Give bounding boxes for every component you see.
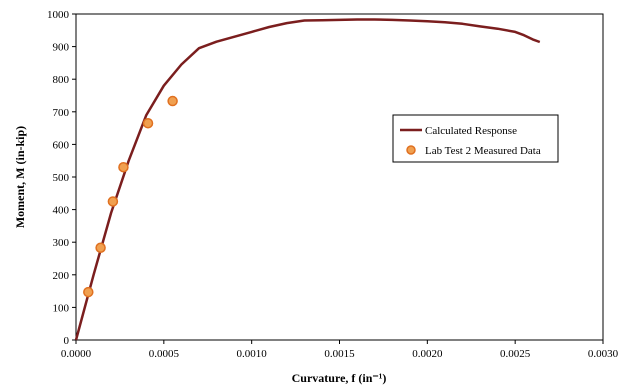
y-tick-label: 600 (53, 139, 70, 151)
x-tick-label: 0.0005 (149, 348, 180, 360)
x-tick-label: 0.0020 (412, 348, 443, 360)
series-line-calculated-response (74, 18, 541, 341)
y-tick-label: 0 (64, 335, 70, 347)
y-tick-label: 500 (53, 172, 70, 184)
y-tick-label: 400 (53, 205, 70, 217)
legend-entry-calculated: Calculated Response (425, 125, 517, 137)
y-tick-label: 800 (53, 74, 70, 86)
y-tick-label: 200 (53, 270, 70, 282)
y-tick-label: 900 (53, 42, 70, 54)
x-tick-label: 0.0030 (588, 348, 619, 360)
data-point-measured (83, 286, 94, 298)
y-tick-label: 100 (53, 302, 70, 314)
data-point-measured (167, 95, 178, 107)
y-axis-title: Moment, M (in-kip) (13, 126, 27, 228)
x-tick-label: 0.0010 (237, 348, 268, 360)
plot-area (75, 13, 604, 341)
x-axis: 0.0000 0.0005 0.0010 0.0015 0.0020 0.0025 0.00… (61, 340, 619, 360)
data-point-measured (107, 196, 119, 207)
legend: Calculated Response Lab Test 2 Measured … (392, 114, 559, 163)
y-tick-label: 300 (53, 237, 70, 249)
series-layer (74, 18, 541, 341)
y-tick-label: 1000 (47, 9, 70, 21)
legend-box (392, 114, 559, 163)
x-tick-label: 0.0015 (324, 348, 355, 360)
legend-entry-measured: Lab Test 2 Measured Data (425, 145, 541, 157)
data-point-measured (118, 161, 129, 173)
x-tick-label: 0.0025 (500, 348, 531, 360)
x-tick-label: 0.0000 (61, 348, 92, 360)
legend-marker-swatch (406, 145, 416, 155)
x-axis-title: Curvature, f (in⁻¹) (292, 371, 387, 385)
data-point-measured (95, 242, 106, 253)
data-point-measured (142, 117, 154, 129)
y-axis: 0 100 200 300 400 500 600 700 800 900 1000 (47, 9, 76, 347)
y-tick-label: 700 (53, 107, 70, 119)
